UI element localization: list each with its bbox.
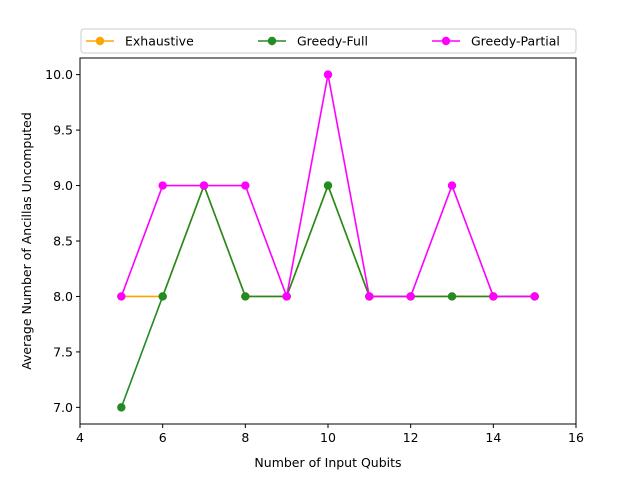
- data-point: [282, 292, 291, 301]
- data-point: [530, 292, 539, 301]
- data-point: [158, 181, 167, 190]
- series-layer: [117, 70, 539, 412]
- legend-box: [80, 28, 577, 54]
- legend-label: Exhaustive: [125, 34, 194, 49]
- y-axis-label: Average Number of Ancillas Uncomputed: [19, 112, 34, 370]
- y-tick-label: 7.0: [53, 400, 73, 415]
- y-tick-label: 10.0: [45, 67, 73, 82]
- data-point: [158, 292, 167, 301]
- x-tick-label: 4: [76, 430, 84, 445]
- data-point: [406, 292, 415, 301]
- legend-marker: [95, 36, 105, 46]
- x-tick-label: 16: [568, 430, 584, 445]
- legend-label: Greedy-Partial: [471, 34, 560, 49]
- data-point: [117, 292, 126, 301]
- x-tick-label: 6: [159, 430, 167, 445]
- y-tick-label: 9.5: [53, 123, 73, 138]
- legend-entry: Greedy-Partial: [432, 34, 560, 49]
- legend-label: Greedy-Full: [297, 34, 368, 49]
- legend-marker: [267, 36, 277, 46]
- y-axis-ticks: 7.0 7.5 8.0 8.5 9.0 9.5 10.0: [45, 67, 80, 415]
- y-tick-label: 9.0: [53, 178, 73, 193]
- x-tick-label: 8: [241, 430, 249, 445]
- x-tick-label: 10: [320, 430, 336, 445]
- data-point: [241, 181, 250, 190]
- legend-marker: [441, 36, 451, 46]
- y-tick-label: 8.0: [53, 289, 73, 304]
- legend-entry: Exhaustive: [86, 34, 194, 49]
- y-tick-label: 7.5: [53, 344, 73, 359]
- legend-entry: Greedy-Full: [258, 34, 368, 49]
- x-axis-ticks: 4 6 8 10 12 14 16: [76, 424, 584, 445]
- data-point: [323, 70, 333, 79]
- data-point: [447, 292, 457, 301]
- data-point: [241, 292, 250, 301]
- data-point: [365, 292, 374, 301]
- data-point: [323, 181, 333, 190]
- x-tick-label: 12: [403, 430, 419, 445]
- series-greedy-partial: [117, 70, 539, 301]
- data-point: [489, 292, 498, 301]
- x-axis-label: Number of Input Qubits: [254, 455, 401, 470]
- x-tick-label: 14: [485, 430, 501, 445]
- legend: Exhaustive Greedy-Full Greedy-Partial: [80, 28, 577, 54]
- data-point: [199, 181, 209, 190]
- data-point: [447, 181, 457, 190]
- y-tick-label: 8.5: [53, 234, 73, 249]
- data-point: [117, 403, 126, 412]
